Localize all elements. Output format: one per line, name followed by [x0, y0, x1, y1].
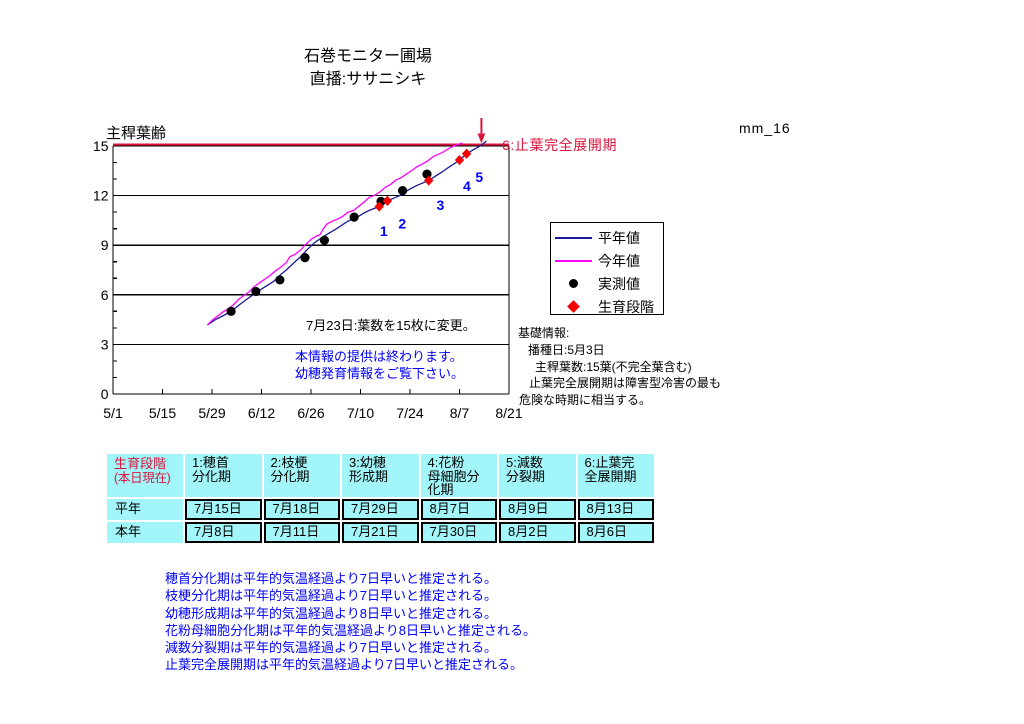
- footnotes-block: 穂首分化期は平年的気温経過より7日早いと推定される。 枝梗分化期は平年的気温経過…: [165, 570, 536, 674]
- table-col-header: 1:穂首 分化期: [185, 454, 262, 497]
- table-col-header: 3:幼穂 形成期: [342, 454, 419, 497]
- table-cell: 7月29日: [342, 498, 419, 520]
- stage-diamond: [461, 148, 472, 159]
- table-corner-cell: 生育段階 (本日現在): [107, 454, 183, 497]
- x-tick-label: 7/10: [347, 405, 374, 421]
- normal-year-line-icon: [551, 236, 595, 239]
- info-end-note-line1: 本情報の提供は終わります。: [295, 349, 463, 364]
- basic-info-line: 播種日:5月3日: [528, 342, 605, 357]
- table-col-header: 4:花粉 母細胞分 化期: [420, 454, 497, 497]
- y-tick-label: 12: [93, 188, 109, 204]
- stage6-arrow-head: [477, 133, 486, 144]
- footnote-line: 幼穂形成期は平年的気温経過より8日早いと推定される。: [165, 605, 497, 621]
- legend-label: 今年値: [598, 252, 640, 269]
- table-header-row: 生育段階 (本日現在) 1:穂首 分化期 2:枝梗 分化期 3:幼穂 形成期 4:…: [107, 454, 654, 497]
- watermark-label: mm_16: [739, 120, 791, 136]
- stage6-annotation: 6:止葉完全展開期: [502, 137, 618, 153]
- corner-label-line1: 生育段階: [114, 456, 167, 471]
- corner-label-line2: (本日現在): [114, 471, 171, 485]
- table-row: 本年 7月8日 7月11日 7月21日 7月30日 8月2日 8月6日: [107, 521, 654, 543]
- table-col-header: 2:枝梗 分化期: [263, 454, 340, 497]
- x-tick-label: 5/15: [149, 405, 176, 421]
- measured-point: [397, 186, 408, 196]
- x-tick-label: 8/21: [495, 405, 522, 421]
- table-cell: 8月13日: [577, 498, 654, 520]
- table-cell: 8月7日: [420, 498, 497, 520]
- stage-diamond-icon: [551, 300, 595, 313]
- legend-label: 実測値: [598, 275, 640, 292]
- stage-diamond: [454, 154, 465, 166]
- chart-title-line1: 石巻モニター圃場: [303, 48, 432, 65]
- y-tick-label: 0: [101, 386, 109, 402]
- legend-row-growth-stage: 生育段階: [551, 295, 663, 318]
- x-tick-label: 5/29: [198, 405, 225, 421]
- table-cell: 7月11日: [263, 521, 340, 543]
- table-cell: 7月21日: [342, 521, 419, 543]
- stage-diamond: [382, 195, 393, 206]
- footnote-line: 穂首分化期は平年的気温経過より7日早いと推定される。: [165, 571, 497, 586]
- measured-point: [226, 306, 236, 316]
- legend-label: 生育段階: [598, 298, 654, 315]
- chart-title-line2: 直播:ササニシキ: [309, 71, 427, 88]
- measured-point: [349, 212, 359, 222]
- stage-number-label: 4: [463, 178, 471, 194]
- basic-info-line: 基礎情報:: [518, 326, 570, 340]
- y-axis-title: 主稈葉齢: [106, 125, 167, 142]
- table-cell: 7月18日: [263, 498, 340, 520]
- y-tick-label: 15: [93, 138, 109, 154]
- table-row-label: 本年: [107, 521, 183, 543]
- table-row: 平年 7月15日 7月18日 7月29日 8月7日 8月9日 8月13日: [107, 498, 654, 520]
- x-tick-label: 7/24: [396, 405, 423, 421]
- x-tick-label: 6/26: [297, 405, 324, 421]
- stage-number-label: 5: [475, 169, 483, 185]
- legend-row-measured: 実測値: [551, 272, 663, 295]
- stage-number-label: 2: [398, 215, 406, 231]
- table-col-header: 5:減数 分裂期: [499, 454, 576, 497]
- measured-dot-icon: [551, 279, 595, 288]
- info-end-note-line2: 幼穂発育情報をご覧下さい。: [295, 365, 465, 381]
- measured-point: [251, 286, 261, 297]
- y-tick-label: 9: [101, 237, 109, 253]
- current-year-line-icon: [551, 259, 595, 262]
- table-cell: 7月30日: [420, 521, 497, 543]
- footnote-line: 減数分裂期は平年的気温経過より7日早いと推定される。: [165, 640, 497, 656]
- table-cell: 7月8日: [185, 521, 262, 543]
- table-cell: 7月15日: [185, 498, 262, 520]
- table-col-header: 6:止葉完 全展開期: [577, 454, 654, 497]
- x-tick-label: 5/1: [103, 405, 123, 421]
- normal-year-line: [207, 140, 487, 326]
- footnote-line: 止葉完全展開期は平年的気温経過より7日早いと推定される。: [165, 657, 523, 673]
- y-tick-label: 6: [101, 287, 109, 303]
- table-row-label: 平年: [107, 498, 183, 520]
- table-cell: 8月6日: [577, 521, 654, 543]
- chart-legend: 平年値 今年値 実測値 生育段階: [550, 222, 664, 315]
- footnote-line: 枝梗分化期は平年的気温経過より7日早いと推定される。: [165, 588, 497, 604]
- stage-diamond: [374, 201, 384, 212]
- footnote-line: 花粉母細胞分化期は平年的気温経過より8日早いと推定される。: [165, 622, 536, 638]
- basic-info-line: 止葉完全展開期は障害型冷害の最も: [529, 376, 722, 391]
- legend-row-current-year: 今年値: [551, 249, 663, 272]
- stage-diamond: [424, 175, 434, 186]
- measured-point: [319, 235, 330, 245]
- legend-row-normal-year: 平年値: [551, 226, 663, 249]
- chart-title: 石巻モニター圃場 直播:ササニシキ: [268, 45, 468, 91]
- stage-number-label: 3: [437, 197, 445, 213]
- basic-info-block: 基礎情報: 播種日:5月3日 主稈葉数:15葉(不完全葉含む) 止葉完全展開期は…: [518, 325, 721, 409]
- table-cell: 8月9日: [499, 498, 576, 520]
- x-tick-label: 6/12: [248, 405, 275, 421]
- basic-info-line: 主稈葉数:15葉(不完全葉含む): [535, 359, 692, 374]
- info-end-note: 本情報の提供は終わります。 幼穂発育情報をご覧下さい。: [295, 349, 464, 382]
- leaf-change-note: 7月23日:葉数を15枚に変更。: [306, 318, 476, 333]
- y-tick-label: 3: [101, 336, 109, 352]
- current-year-line: [206, 142, 463, 326]
- x-tick-label: 8/7: [450, 405, 470, 421]
- measured-point: [300, 253, 310, 263]
- table-cell: 8月2日: [499, 521, 576, 543]
- stage-number-label: 1: [380, 223, 388, 239]
- legend-label: 平年値: [598, 229, 640, 246]
- basic-info-line: 危険な時期に相当する。: [519, 393, 652, 408]
- growth-stage-table: 生育段階 (本日現在) 1:穂首 分化期 2:枝梗 分化期 3:幼穂 形成期 4:…: [105, 452, 656, 545]
- measured-point: [275, 275, 285, 285]
